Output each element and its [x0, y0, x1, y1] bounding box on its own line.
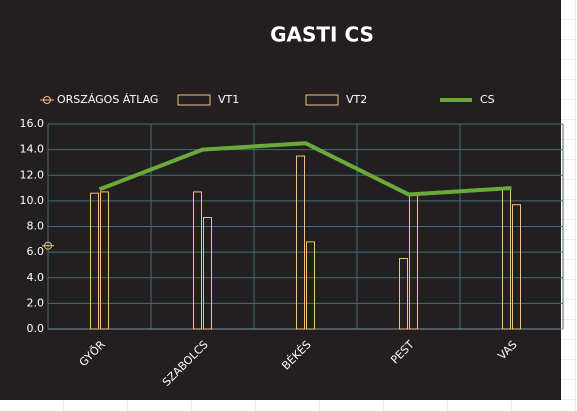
bar: [100, 191, 109, 330]
bar: [203, 217, 212, 330]
y-tick-label: 14.0: [20, 143, 45, 156]
chart-title: GASTI CS: [270, 23, 374, 47]
legend-label: VT1: [218, 93, 239, 106]
legend-swatch: [305, 94, 339, 106]
reference-marker: [44, 241, 52, 250]
y-tick-label: 0.0: [27, 322, 45, 335]
y-tick-label: 4.0: [27, 271, 45, 284]
legend-label: VT2: [346, 93, 367, 106]
chart-area: [0, 0, 561, 400]
y-tick-label: 2.0: [27, 296, 45, 309]
y-tick-label: 8.0: [27, 220, 45, 233]
y-tick-label: 6.0: [27, 245, 45, 258]
bar: [90, 192, 99, 330]
bar: [512, 204, 521, 330]
bar: [306, 241, 315, 330]
legend-label: ORSZÁGOS ÁTLAG: [57, 93, 158, 106]
line: [98, 141, 512, 197]
legend-marker: [43, 96, 51, 104]
legend-label: CS: [480, 93, 495, 106]
bar: [399, 258, 408, 330]
bar: [193, 191, 202, 330]
legend-swatch: [177, 94, 211, 106]
y-tick-label: 10.0: [20, 194, 45, 207]
y-tick-label: 12.0: [20, 168, 45, 181]
y-tick-label: 16.0: [20, 117, 45, 130]
bar: [296, 155, 305, 330]
